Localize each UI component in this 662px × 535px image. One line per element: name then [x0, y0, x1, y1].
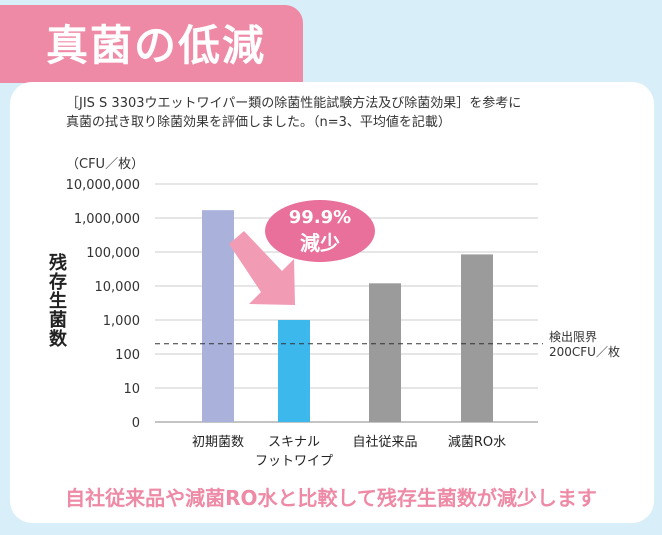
- reduction-badge: [265, 200, 375, 262]
- description-line-2: 真菌の拭き取り除菌効果を評価しました。（n=3、平均値を記載）: [66, 115, 451, 130]
- page-title: 真菌の低減: [46, 21, 267, 70]
- description-line-1: ［JIS S 3303ウエットワイパー類の除菌性能試験方法及び除菌効果］を参考に: [66, 96, 522, 111]
- reduction-badge-percent: 99.9%: [289, 207, 351, 228]
- x-category-label: 減菌RO水: [448, 434, 506, 450]
- detection-limit-label-line-2: 200CFU／枚: [549, 345, 620, 359]
- content-panel: [10, 82, 654, 523]
- y-axis-label: 残存生菌数: [46, 253, 67, 348]
- x-category-label-line-2: フットワイプ: [255, 454, 333, 469]
- reduction-badge-text: 減少: [300, 231, 340, 255]
- test-description: ［JIS S 3303ウエットワイパー類の除菌性能試験方法及び除菌効果］を参考に…: [66, 94, 626, 132]
- detection-limit-label: 検出限界 200CFU／枚: [549, 330, 620, 360]
- x-category-label: 初期菌数: [192, 435, 244, 450]
- y-tick-label: 100: [115, 348, 140, 363]
- title-tab: [0, 5, 303, 83]
- reduction-arrow: [229, 231, 295, 305]
- y-tick-label: 1,000,000: [74, 212, 140, 227]
- y-tick-label: 10: [123, 382, 140, 397]
- y-tick-label: 100,000: [86, 246, 140, 261]
- x-category-label: 自社従来品: [352, 434, 417, 450]
- y-tick-label: 10,000,000: [66, 178, 140, 193]
- y-tick-label: 1,000: [103, 314, 140, 329]
- y-tick-label: 10,000: [95, 280, 141, 295]
- footer-caption: 自社従来品や減菌RO水と比較して残存生菌数が減少します: [65, 486, 597, 510]
- x-category-label: スキナル: [268, 435, 320, 450]
- bar-2: [278, 320, 310, 422]
- bar-4: [461, 254, 493, 422]
- y-tick-label: 0: [132, 416, 140, 431]
- bar-3: [369, 283, 401, 422]
- detection-limit-label-line-1: 検出限界: [549, 330, 598, 344]
- bar-1: [202, 210, 234, 422]
- unit-label: （CFU／枚）: [66, 157, 145, 172]
